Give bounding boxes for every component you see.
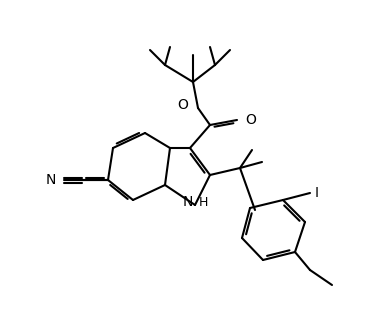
Text: I: I (315, 186, 319, 200)
Text: N: N (183, 195, 193, 209)
Text: H: H (199, 195, 208, 209)
Text: O: O (245, 113, 256, 127)
Text: N: N (46, 173, 56, 187)
Text: O: O (177, 98, 188, 112)
